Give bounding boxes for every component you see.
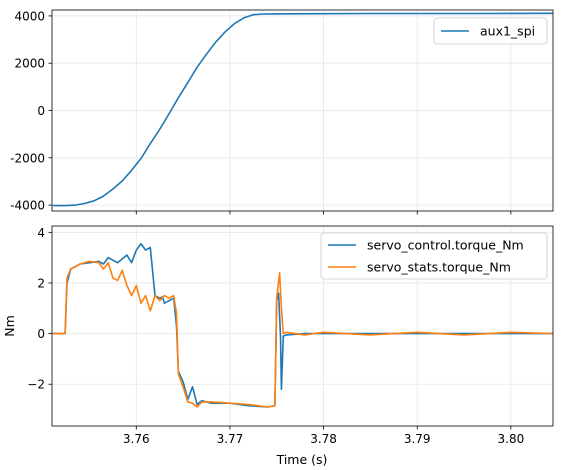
- bottom-xlabel: Time (s): [276, 452, 328, 467]
- top-legend: aux1_spi: [433, 17, 548, 45]
- series-line-servo-stats-torque-nm: [52, 260, 553, 408]
- bottom-legend-box: [320, 232, 548, 280]
- bottom-axes-frame: [51, 225, 554, 427]
- bottom-xtick-label-3: 3.79: [404, 432, 431, 446]
- top-xticks: [135, 211, 512, 215]
- bottom-ytick-label-1: 0: [37, 327, 45, 341]
- bottom-xtick-label-0: 3.76: [123, 432, 150, 446]
- top-lines: [52, 12, 553, 207]
- bottom-legend-label-1: servo_stats.torque_Nm: [367, 260, 511, 275]
- bottom-legend: servo_control.torque_Nm servo_stats.torq…: [320, 232, 548, 280]
- bottom-xtick-label-2: 3.78: [310, 432, 337, 446]
- top-ytick-label-2: 0: [37, 104, 45, 118]
- bottom-xtick-label-1: 3.77: [217, 432, 244, 446]
- top-legend-label-0: aux1_spi: [480, 24, 535, 39]
- bottom-ytick-label-3: 4: [37, 226, 45, 240]
- bottom-yticks: −2 0 2 4: [27, 226, 52, 392]
- top-ytick-label-0: -4000: [10, 199, 45, 213]
- bottom-xtick-label-4: 3.80: [498, 432, 525, 446]
- top-ytick-label-4: 4000: [14, 9, 45, 23]
- top-grid: [52, 10, 553, 211]
- bottom-legend-label-0: servo_control.torque_Nm: [367, 238, 524, 253]
- top-yticks: -4000 -2000 0 2000 4000: [10, 9, 52, 213]
- top-ytick-label-1: -2000: [10, 151, 45, 165]
- subplot-bottom: 3.76 3.77 3.78 3.79 3.80 −2 0 2 4 Nm Time (s) s…: [2, 225, 554, 467]
- bottom-xticks: 3.76 3.77 3.78 3.79 3.80: [123, 426, 524, 446]
- top-ytick-label-3: 2000: [14, 57, 45, 71]
- bottom-ylabel: Nm: [2, 315, 17, 337]
- bottom-ytick-label-2: 2: [37, 276, 45, 290]
- bottom-ytick-label-0: −2: [27, 378, 45, 392]
- top-legend-box: [433, 17, 548, 45]
- series-line-aux1-spi: [52, 12, 553, 207]
- bottom-lines: [52, 242, 553, 408]
- subplot-top: -4000 -2000 0 2000 4000 aux1_spi: [10, 9, 554, 215]
